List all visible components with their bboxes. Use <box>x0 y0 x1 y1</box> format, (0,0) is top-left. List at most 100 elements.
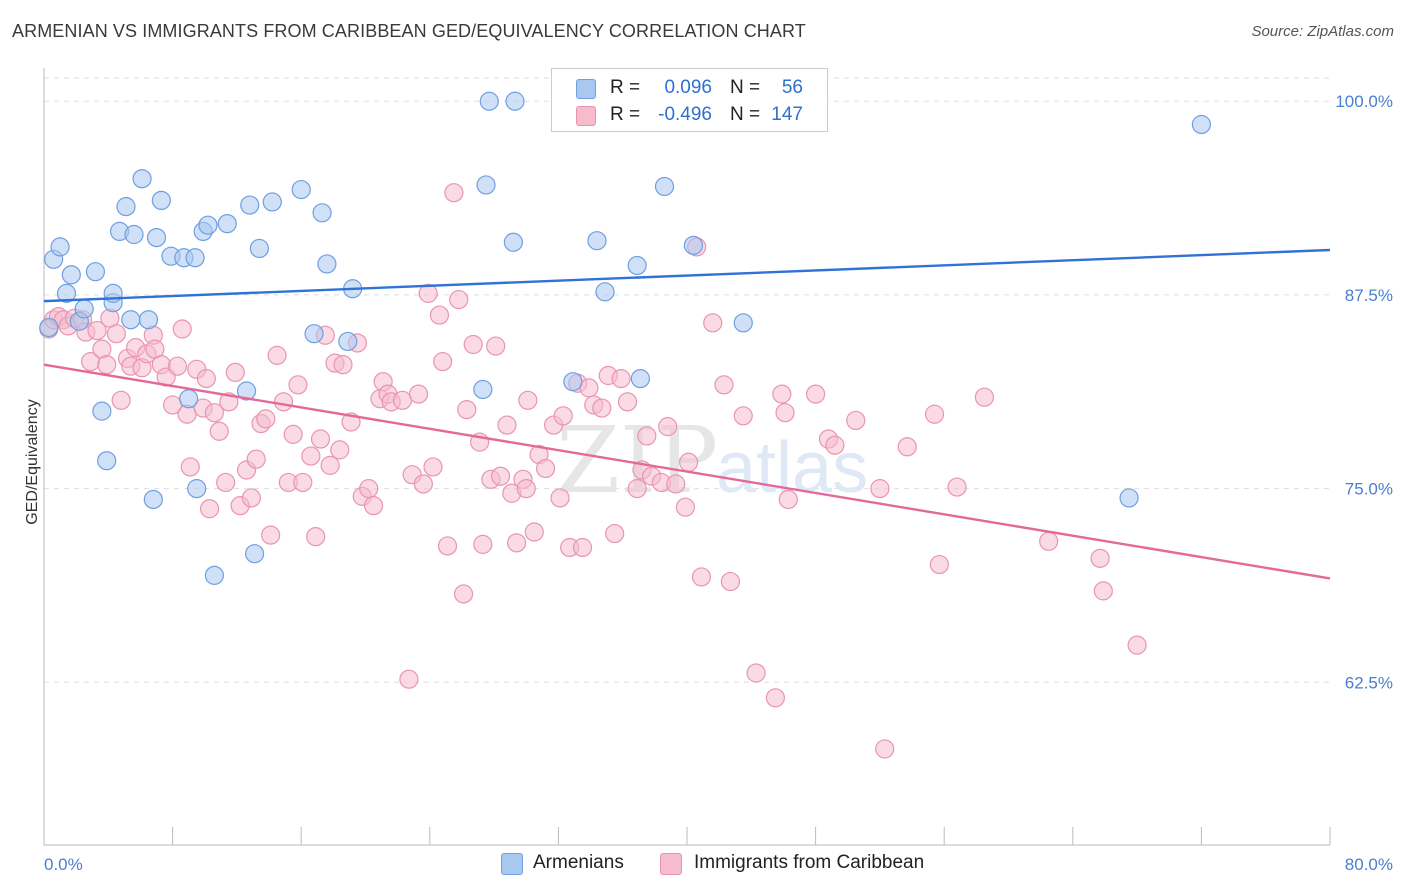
caribbean-point <box>418 283 438 303</box>
caribbean-point <box>675 497 695 517</box>
armenians-point <box>476 175 496 195</box>
caribbean-point <box>241 488 261 508</box>
chart-title: ARMENIAN VS IMMIGRANTS FROM CARIBBEAN GE… <box>12 21 806 41</box>
legend-n-value: 147 <box>771 104 803 125</box>
caribbean-point <box>111 390 131 410</box>
bottom-legend-label: Armenians <box>533 852 624 873</box>
caribbean-point <box>929 554 949 575</box>
armenians-point <box>304 324 324 344</box>
pink-points <box>39 183 1147 759</box>
caribbean-point <box>199 499 220 519</box>
caribbean-point <box>437 536 458 556</box>
armenians-point <box>138 310 159 330</box>
caribbean-point <box>288 375 308 395</box>
caribbean-point <box>703 313 723 333</box>
armenians-point <box>124 224 144 245</box>
source-note: Source: ZipAtlas.com <box>1251 23 1394 40</box>
y-tick-label: 75.0% <box>1345 480 1393 499</box>
armenians-point <box>204 565 224 585</box>
caribbean-point <box>691 567 712 587</box>
caribbean-point <box>283 424 303 444</box>
caribbean-point <box>924 404 945 424</box>
armenians-point <box>146 227 167 248</box>
caribbean-point <box>204 403 224 423</box>
legend-r-label: R = <box>610 77 641 98</box>
caribbean-point <box>167 356 188 376</box>
armenians-point <box>503 232 523 252</box>
caribbean-point <box>825 435 845 455</box>
armenians-point <box>505 91 525 111</box>
blue-points <box>39 91 1212 585</box>
caribbean-point <box>617 392 638 412</box>
caribbean-point <box>293 472 313 493</box>
caribbean-point <box>333 355 353 375</box>
caribbean-point <box>392 390 413 410</box>
caribbean-point <box>974 387 994 407</box>
y-tick-label: 62.5% <box>1345 673 1393 692</box>
watermark: ZIP atlas <box>556 407 868 514</box>
legend-n-value: 56 <box>781 77 803 98</box>
caribbean-point <box>209 421 229 441</box>
armenians-point <box>479 91 499 111</box>
caribbean-point <box>518 390 538 410</box>
caribbean-point <box>720 571 741 592</box>
caribbean-point <box>180 457 200 477</box>
armenians-point <box>587 231 607 251</box>
caribbean-point <box>273 392 294 412</box>
armenians-point <box>85 262 106 282</box>
axis-layer <box>43 68 1331 846</box>
armenians-point <box>50 237 70 257</box>
caribbean-point <box>463 334 483 355</box>
y-axis-label: GED/Equivalency <box>24 399 41 524</box>
armenians-point <box>143 489 163 510</box>
armenians-point <box>630 369 650 389</box>
armenians-point <box>39 317 59 338</box>
armenians-point <box>338 331 358 352</box>
armenians-point <box>244 544 265 564</box>
caribbean-point <box>772 384 792 404</box>
caribbean-point <box>359 479 379 499</box>
caribbean-point <box>306 527 326 547</box>
legend-n-label: N = <box>730 77 761 98</box>
caribbean-point <box>399 669 419 689</box>
caribbean-point <box>1090 548 1110 568</box>
armenians-point <box>56 283 77 303</box>
caribbean-point <box>497 415 517 435</box>
caribbean-point <box>449 289 469 310</box>
caribbean-point <box>429 305 450 325</box>
correlation-legend: R = 0.096 N = 56 R = -0.496 N = 147 <box>551 68 828 132</box>
legend-n-label: N = <box>730 104 761 125</box>
legend-row-caribbean: R = -0.496 N = 147 <box>552 102 827 128</box>
caribbean-point <box>658 417 678 437</box>
caribbean-point <box>310 429 331 449</box>
armenians-trend-line <box>43 248 1331 303</box>
caribbean-point <box>408 384 429 404</box>
caribbean-point <box>897 437 917 457</box>
caribbean-point <box>611 369 631 389</box>
caribbean-point <box>267 345 287 365</box>
legend-r-value: 0.096 <box>664 77 712 98</box>
caribbean-point <box>553 406 573 426</box>
y-tick-label: 100.0% <box>1335 92 1393 111</box>
armenians-point <box>116 197 136 217</box>
armenians-point <box>312 203 332 223</box>
caribbean-point <box>330 440 350 460</box>
caribbean-point <box>846 410 866 431</box>
caribbean-point <box>733 406 753 426</box>
armenians-point <box>187 479 207 499</box>
caribbean-point <box>172 319 192 339</box>
x-tick-label: 80.0% <box>1345 855 1393 874</box>
caribbean-point <box>550 488 570 508</box>
bottom-legend-swatch-pink <box>660 853 682 875</box>
caribbean-point <box>605 523 625 544</box>
caribbean-point <box>627 479 647 499</box>
y-tick-label: 87.5% <box>1345 286 1393 305</box>
caribbean-point <box>196 369 216 389</box>
bottom-legend-swatch-blue <box>501 853 523 875</box>
caribbean-point <box>592 398 612 418</box>
caribbean-point <box>423 457 443 477</box>
armenians-point <box>74 299 94 319</box>
armenians-point <box>179 389 199 409</box>
legend-row-armenians: R = 0.096 N = 56 <box>552 75 827 101</box>
